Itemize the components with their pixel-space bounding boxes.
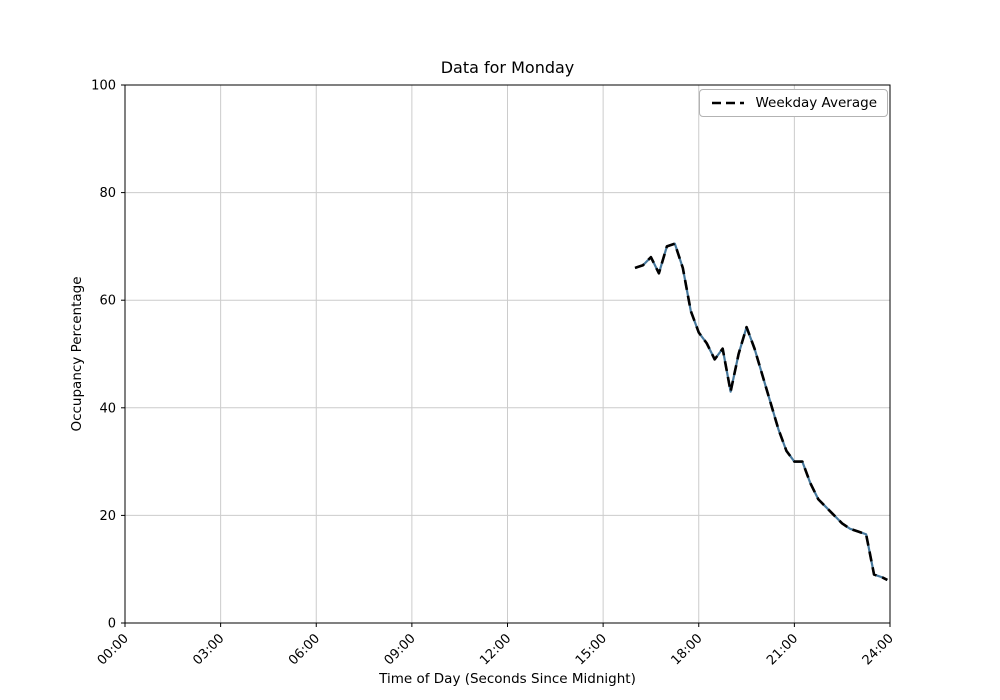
weekday-average-line [634, 242, 888, 582]
y-axis-label: Occupancy Percentage [69, 276, 85, 432]
y-tick-label: 100 [91, 79, 116, 94]
y-tick-label: 60 [99, 294, 116, 309]
x-tick-label: 03:00 [190, 631, 227, 668]
x-tick-label: 15:00 [573, 631, 610, 668]
y-tick-label: 80 [99, 186, 116, 201]
series-line-underlay [634, 242, 888, 581]
x-tick-label: 09:00 [382, 631, 419, 668]
chart-title: Data for Monday [440, 58, 575, 77]
y-tick-label: 40 [99, 401, 116, 416]
x-tick-label: 24:00 [860, 631, 897, 668]
legend: Weekday Average [699, 89, 888, 117]
x-tick-label: 21:00 [764, 631, 801, 668]
x-axis-label: Time of Day (Seconds Since Midnight) [379, 671, 636, 687]
legend-label: Weekday Average [755, 95, 877, 111]
dashed-line-sample-icon [712, 101, 745, 105]
y-tick-label: 0 [108, 617, 116, 632]
x-tick-label: 06:00 [286, 631, 323, 668]
y-tick-label: 20 [99, 509, 116, 524]
x-tick-label: 00:00 [95, 631, 132, 668]
x-tick-label: 18:00 [668, 631, 705, 668]
x-tick-label: 12:00 [477, 631, 514, 668]
